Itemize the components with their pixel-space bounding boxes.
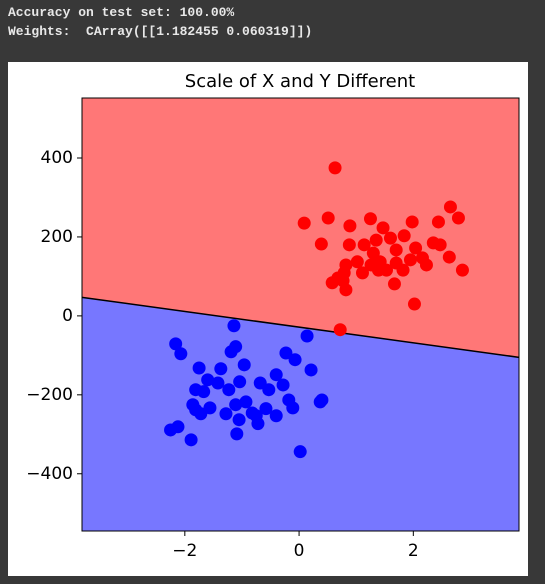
point (174, 347, 188, 361)
point (442, 250, 456, 264)
point (387, 277, 401, 291)
point (197, 385, 211, 399)
chart-title: Scale of X and Y Different (185, 71, 415, 92)
point (233, 375, 247, 389)
region-below (82, 297, 519, 531)
point (343, 219, 357, 233)
point (297, 216, 311, 230)
point (229, 398, 243, 412)
point (403, 253, 417, 267)
point (269, 368, 283, 382)
point (366, 246, 380, 260)
point (222, 383, 236, 397)
point (192, 361, 206, 375)
point (321, 211, 335, 225)
point (293, 445, 307, 459)
point (342, 238, 356, 252)
point (184, 433, 198, 447)
x-tick-label: 0 (294, 541, 305, 561)
y-tick-label: −400 (26, 464, 73, 484)
point (339, 283, 353, 297)
point (451, 211, 465, 225)
output-line: Weights: CArray([[1.182455 0.060319]]) (8, 24, 313, 39)
point (269, 409, 283, 423)
point (262, 383, 276, 397)
point (245, 406, 259, 420)
point (219, 407, 233, 421)
point (276, 378, 290, 392)
point (315, 393, 329, 407)
point (373, 255, 387, 269)
point (389, 256, 403, 270)
point (279, 346, 293, 360)
point (304, 363, 318, 377)
point (227, 319, 241, 333)
point (211, 376, 225, 390)
point (251, 417, 265, 431)
point (239, 395, 253, 409)
point (383, 231, 397, 245)
point (201, 373, 215, 387)
point (355, 266, 369, 280)
x-tick-label: −2 (172, 541, 197, 561)
point (229, 340, 243, 354)
point (230, 427, 244, 441)
point (357, 238, 371, 252)
y-tick-label: 400 (41, 148, 73, 168)
x-tick-label: 2 (408, 541, 419, 561)
point (328, 161, 342, 175)
point (333, 323, 347, 337)
axes-frame (81, 97, 520, 532)
point (169, 337, 183, 351)
point (407, 297, 421, 311)
point (389, 243, 403, 257)
point (214, 362, 228, 376)
point (300, 329, 314, 343)
y-tick-label: 200 (41, 227, 73, 247)
point (325, 276, 339, 290)
point (232, 413, 246, 427)
point (433, 238, 447, 252)
point (363, 212, 377, 226)
output-line: Accuracy on test set: 100.00% (8, 5, 235, 20)
point (405, 215, 419, 229)
point (237, 358, 251, 372)
point (443, 200, 457, 214)
point (286, 401, 300, 415)
point (409, 241, 423, 255)
point (431, 215, 445, 229)
decision-boundary (81, 296, 520, 359)
point (376, 221, 390, 235)
point (455, 263, 469, 277)
point (259, 402, 273, 416)
y-tick-label: 0 (62, 306, 73, 326)
point (171, 420, 185, 434)
point (288, 353, 302, 367)
point (189, 403, 203, 417)
point (314, 237, 328, 251)
point (415, 251, 429, 265)
point (350, 255, 364, 269)
y-tick-label: −200 (26, 385, 73, 405)
point (397, 229, 411, 243)
point (369, 233, 383, 247)
